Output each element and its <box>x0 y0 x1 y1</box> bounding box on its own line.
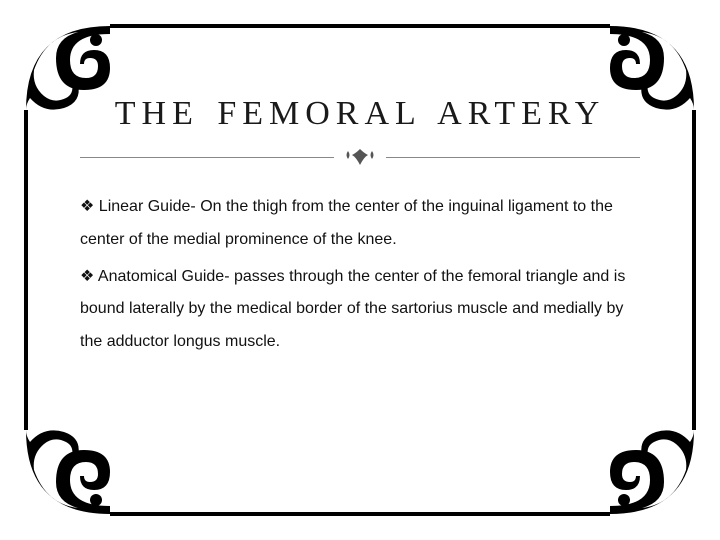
divider-ornament-icon <box>342 147 378 167</box>
point-label: Anatomical Guide- <box>98 268 230 285</box>
title-divider <box>80 145 640 169</box>
bullet-icon: ❖ <box>80 268 94 285</box>
bullet-point: ❖ Anatomical Guide- passes through the c… <box>80 261 640 359</box>
bullet-icon: ❖ <box>80 198 94 215</box>
slide-container: THE FEMORAL ARTERY ❖ Linear Guide- On th… <box>0 0 720 540</box>
body-text: ❖ Linear Guide- On the thigh from the ce… <box>80 191 640 359</box>
slide-title: THE FEMORAL ARTERY <box>80 95 640 133</box>
content-area: THE FEMORAL ARTERY ❖ Linear Guide- On th… <box>80 95 640 363</box>
bullet-point: ❖ Linear Guide- On the thigh from the ce… <box>80 191 640 257</box>
point-label: Linear Guide- <box>99 198 196 215</box>
